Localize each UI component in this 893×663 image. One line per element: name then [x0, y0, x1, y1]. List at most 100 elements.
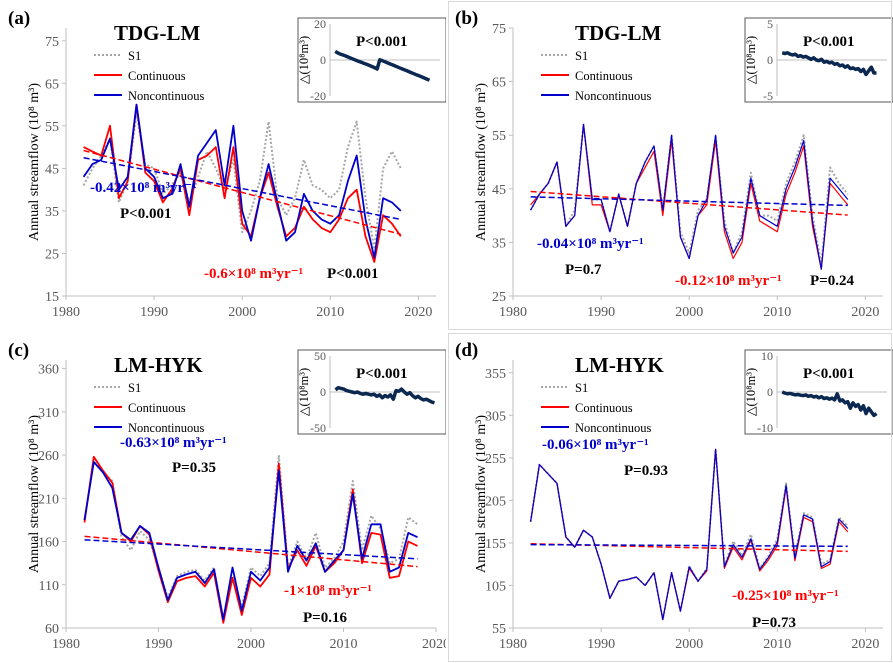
- y-tick-label: 155: [485, 537, 506, 552]
- blue-trend-annotation: -0.04×10⁸ m³yr⁻¹: [537, 236, 644, 252]
- trend-continuous-line: [84, 535, 418, 568]
- y-tick-label: 360: [38, 363, 59, 378]
- x-tick-label: 2020: [851, 305, 879, 320]
- inset-chart: 10 0 -10 △(10⁸m³) P<0.001: [744, 349, 893, 435]
- x-tick-label: 1990: [140, 305, 168, 320]
- y-tick-label: 105: [485, 579, 506, 594]
- legend-s1-label: S1: [128, 49, 141, 63]
- legend-s1-label: S1: [575, 381, 588, 395]
- blue-p-value: P=0.35: [172, 460, 216, 476]
- inset-y-tick-label: -10: [757, 421, 773, 435]
- x-tick-label: 2010: [316, 305, 344, 320]
- red-p-value: P=0.24: [810, 273, 854, 289]
- legend-noncontinuous-label: Noncontinuous: [128, 421, 205, 435]
- x-tick-label: 2000: [675, 637, 703, 652]
- red-trend-annotation: -0.12×10⁸ m³yr⁻¹: [675, 273, 782, 289]
- legend-s1-label: S1: [128, 381, 141, 395]
- inset-chart: 20 0 -20 △(10⁸m³) P<0.001: [297, 17, 446, 103]
- legend-noncontinuous-label: Noncontinuous: [128, 89, 205, 103]
- blue-trend-annotation: -0.42×10⁸ m³yr⁻¹: [90, 180, 197, 196]
- inset-y-tick-label: -5: [763, 89, 773, 103]
- red-trend-annotation: -1×10⁸ m³yr⁻¹: [284, 583, 372, 599]
- panel-label: (d): [455, 340, 478, 361]
- legend-noncontinuous-label: Noncontinuous: [575, 421, 652, 435]
- y-tick-label: 55: [492, 622, 506, 637]
- chart-b-svg: 25 35 45 55 65 75 1980 1990 2000 2010 2020 Annual s…: [455, 8, 893, 320]
- legend-noncontinuous-label: Noncontinuous: [575, 89, 652, 103]
- trend-continuous-line: [83, 149, 401, 236]
- y-axis-label: Annual streamflow (10⁸ m³): [27, 415, 42, 573]
- chart-title: TDG-LM: [575, 21, 662, 45]
- inset-p-value: P<0.001: [803, 366, 854, 382]
- panel-label: (a): [8, 8, 30, 29]
- x-tick-label: 1980: [52, 305, 80, 320]
- red-p-value: P=0.73: [752, 615, 796, 631]
- inset-p-value: P<0.001: [356, 34, 407, 50]
- legend-continuous-label: Continuous: [128, 401, 186, 415]
- chart-c-svg: 60 110 160 210 260 310 360 1980 1990 2000 2010 2020…: [8, 340, 446, 652]
- y-tick-label: 55: [45, 120, 59, 135]
- y-tick-label: 15: [45, 290, 59, 305]
- y-axis-label: Annual streamflow (10⁸ m³): [27, 83, 42, 241]
- red-p-value: P<0.001: [327, 266, 378, 282]
- inset-delta-line: [781, 51, 877, 77]
- inset-y-tick-label: 10: [761, 349, 773, 363]
- trend-noncontinuous-line: [530, 543, 848, 548]
- y-tick-label: 65: [492, 76, 506, 91]
- series-s1-line: [82, 112, 402, 251]
- series-noncontinuous-line: [530, 448, 849, 621]
- inset-p-value: P<0.001: [356, 366, 407, 382]
- x-tick-label: 2010: [763, 305, 791, 320]
- x-tick-label: 2000: [675, 305, 703, 320]
- inset-y-tick-label: -50: [310, 421, 326, 435]
- inset-y-tick-label: 0: [767, 53, 773, 67]
- y-tick-label: 35: [45, 205, 59, 220]
- trend-continuous-line: [530, 190, 848, 216]
- y-tick-label: 25: [45, 247, 59, 262]
- x-tick-label: 1990: [145, 637, 173, 652]
- blue-p-value: P<0.001: [120, 206, 171, 222]
- y-tick-label: 255: [485, 452, 506, 467]
- blue-trend-annotation: -0.63×10⁸ m³yr⁻¹: [120, 435, 227, 451]
- inset-y-tick-label: 0: [767, 385, 773, 399]
- x-tick-label: 2010: [763, 637, 791, 652]
- y-tick-label: 35: [492, 236, 506, 251]
- trend-noncontinuous-line: [84, 539, 418, 560]
- x-tick-label: 2020: [404, 305, 432, 320]
- chart-a-svg: 15 25 35 45 55 65 75 1980 1990 2000 2010 2020 Annual…: [8, 8, 446, 320]
- x-tick-label: 2000: [228, 305, 256, 320]
- chart-title: LM-HYK: [114, 353, 203, 377]
- red-trend-annotation: -0.6×10⁸ m³yr⁻¹: [204, 266, 303, 282]
- x-tick-label: 1990: [587, 305, 615, 320]
- series-noncontinuous-line: [82, 103, 402, 259]
- panel-a: 15 25 35 45 55 65 75 1980 1990 2000 2010 2020 Annual…: [0, 0, 446, 331]
- panel-b: 25 35 45 55 65 75 1980 1990 2000 2010 2020 Annual s…: [447, 0, 893, 331]
- red-trend-annotation: -0.25×10⁸ m³yr⁻¹: [732, 588, 839, 604]
- y-tick-label: 355: [485, 367, 506, 382]
- legend-continuous-label: Continuous: [128, 69, 186, 83]
- inset-delta-line: [334, 385, 435, 405]
- y-tick-label: 65: [45, 77, 59, 92]
- inset-y-tick-label: 0: [320, 53, 326, 67]
- y-tick-label: 60: [45, 622, 59, 637]
- inset-y-tick-label: 20: [314, 17, 326, 31]
- blue-p-value: P=0.93: [624, 463, 668, 479]
- blue-p-value: P=0.7: [565, 262, 602, 278]
- y-tick-label: 75: [492, 22, 506, 37]
- inset-delta-line: [334, 49, 431, 82]
- inset-y-label: △(10⁸m³): [297, 36, 311, 84]
- y-axis-label: Annual streamflow (10⁸ m³): [474, 415, 489, 573]
- series-noncontinuous-line: [530, 123, 849, 270]
- inset-y-label: △(10⁸m³): [744, 36, 758, 84]
- y-tick-label: 75: [45, 35, 59, 50]
- panel-d: 55 105 155 205 255 305 355 1980 1990 2000 2010 2020…: [447, 332, 893, 663]
- inset-chart: 5 0 -5 △(10⁸m³) P<0.001: [744, 17, 893, 103]
- legend-continuous-label: Continuous: [575, 69, 633, 83]
- inset-chart: 50 0 -50 △(10⁸m³) P<0.001: [297, 349, 446, 435]
- y-tick-label: 110: [39, 579, 59, 594]
- y-axis-label: Annual streamflow (10⁸ m³): [474, 83, 489, 241]
- red-p-value: P=0.16: [303, 610, 347, 626]
- inset-y-tick-label: 5: [767, 17, 773, 31]
- y-tick-label: 25: [492, 290, 506, 305]
- y-tick-label: 45: [492, 183, 506, 198]
